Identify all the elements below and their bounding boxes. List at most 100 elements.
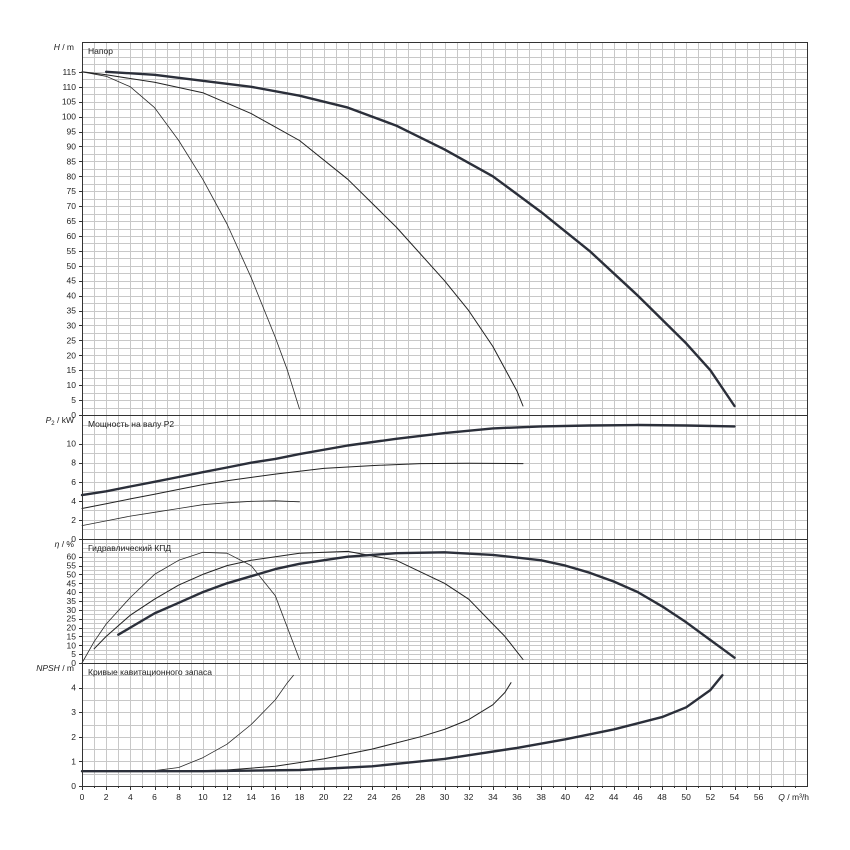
head-y-tick-label: 0 (71, 410, 76, 420)
x-tick-label: 0 (80, 792, 85, 802)
efficiency-y-tick-label: 55 (67, 561, 77, 571)
efficiency-y-tick-label: 45 (67, 578, 77, 588)
head-y-tick-label: 90 (67, 141, 77, 151)
power-curve-1 (81, 500, 300, 526)
power-y-tick-label: 6 (71, 477, 76, 487)
power-y-tick-label: 8 (71, 458, 76, 468)
head-y-tick-label: 45 (67, 276, 77, 286)
grid-layer (82, 42, 807, 786)
x-tick-label: 54 (730, 792, 740, 802)
head-y-tick-label: 105 (62, 97, 76, 107)
efficiency-y-tick-label: 40 (67, 587, 77, 597)
head-y-tick-label: 15 (67, 365, 77, 375)
x-tick-label: 40 (561, 792, 571, 802)
x-tick-label: 48 (657, 792, 667, 802)
x-tick-label: 32 (464, 792, 474, 802)
npsh-y-tick-label: 0 (71, 781, 76, 791)
efficiency-y-tick-label: 30 (67, 605, 77, 615)
efficiency-y-axis-var: η (55, 539, 60, 549)
frame-layer (79, 42, 808, 790)
npsh-y-axis-var: NPSH (36, 663, 60, 673)
power-y-axis-title: P2 / kW (46, 415, 74, 427)
x-tick-label: 24 (367, 792, 377, 802)
x-axis-unit: / m³/h (785, 792, 809, 802)
power-y-axis-var: P (46, 415, 52, 425)
efficiency-panel-title: Гидравлический КПД (88, 543, 171, 553)
head-y-tick-label: 55 (67, 246, 77, 256)
power-curve-3 (80, 423, 736, 497)
power-y-tick-label: 10 (67, 439, 77, 449)
x-tick-label: 2 (104, 792, 109, 802)
efficiency-curve-3 (117, 551, 736, 659)
head-y-tick-label: 30 (67, 320, 77, 330)
head-y-tick-label: 75 (67, 186, 77, 196)
head-y-tick-label: 60 (67, 231, 77, 241)
label-layer: 0510152025303540455055606570758085909510… (36, 42, 809, 802)
efficiency-y-tick-label: 5 (71, 649, 76, 659)
efficiency-curve-2 (93, 550, 524, 660)
curve-layer (80, 70, 736, 773)
npsh-curve-3 (80, 674, 724, 773)
x-tick-label: 38 (536, 792, 546, 802)
x-tick-label: 18 (295, 792, 305, 802)
head-panel-title: Напор (88, 46, 113, 56)
power-y-axis-unit: / kW (55, 415, 74, 425)
efficiency-y-tick-label: 20 (67, 623, 77, 633)
head-y-tick-label: 110 (62, 82, 76, 92)
head-y-tick-label: 100 (62, 112, 76, 122)
efficiency-y-tick-label: 50 (67, 569, 77, 579)
npsh-y-tick-label: 2 (71, 732, 76, 742)
head-y-tick-label: 80 (67, 171, 77, 181)
power-y-tick-label: 0 (71, 534, 76, 544)
head-y-tick-label: 25 (67, 335, 77, 345)
efficiency-y-tick-label: 25 (67, 614, 77, 624)
head-y-tick-label: 95 (67, 127, 77, 137)
power-y-tick-label: 4 (71, 496, 76, 506)
head-y-tick-label: 50 (67, 261, 77, 271)
efficiency-y-tick-label: 35 (67, 596, 77, 606)
head-curve-3 (105, 70, 736, 408)
efficiency-y-tick-label: 15 (67, 631, 77, 641)
npsh-y-axis-title: NPSH / m (36, 663, 74, 673)
head-y-tick-label: 35 (67, 306, 77, 316)
efficiency-y-axis-unit: / % (59, 539, 74, 549)
x-tick-label: 52 (706, 792, 716, 802)
efficiency-curve-1 (81, 551, 300, 664)
npsh-panel-title: Кривые кавитационного запаса (88, 667, 212, 677)
head-y-tick-label: 10 (67, 380, 77, 390)
x-tick-label: 50 (681, 792, 691, 802)
x-tick-label: 8 (176, 792, 181, 802)
power-curve-2 (81, 462, 524, 509)
x-tick-label: 10 (198, 792, 208, 802)
head-curve-1 (81, 71, 300, 410)
x-tick-label: 30 (440, 792, 450, 802)
npsh-curve-1 (81, 674, 294, 772)
x-tick-label: 26 (391, 792, 401, 802)
efficiency-y-tick-label: 0 (71, 658, 76, 668)
head-y-tick-label: 5 (71, 395, 76, 405)
power-y-tick-label: 2 (71, 515, 76, 525)
head-y-tick-label: 85 (67, 156, 77, 166)
x-tick-label: 20 (319, 792, 329, 802)
x-tick-label: 28 (416, 792, 426, 802)
npsh-y-axis-unit: / m (60, 663, 74, 673)
x-tick-label: 14 (246, 792, 256, 802)
power-panel-title: Мощность на валу P2 (88, 419, 174, 429)
head-y-axis-var: H (54, 42, 61, 52)
head-y-tick-label: 65 (67, 216, 77, 226)
x-tick-label: 46 (633, 792, 643, 802)
head-y-tick-label: 40 (67, 291, 77, 301)
efficiency-y-tick-label: 60 (67, 552, 77, 562)
head-y-axis-title: H / m (54, 42, 74, 52)
x-tick-label: 42 (585, 792, 595, 802)
x-tick-label: 34 (488, 792, 498, 802)
head-y-tick-label: 70 (67, 201, 77, 211)
x-tick-label: 12 (222, 792, 232, 802)
x-tick-label: 4 (128, 792, 133, 802)
x-axis-title: Q / m³/h (778, 792, 809, 802)
npsh-y-tick-label: 3 (71, 707, 76, 717)
power-y-axis-sub: 2 (51, 421, 55, 427)
head-y-tick-label: 115 (62, 67, 76, 77)
x-axis-var: Q (778, 792, 785, 802)
